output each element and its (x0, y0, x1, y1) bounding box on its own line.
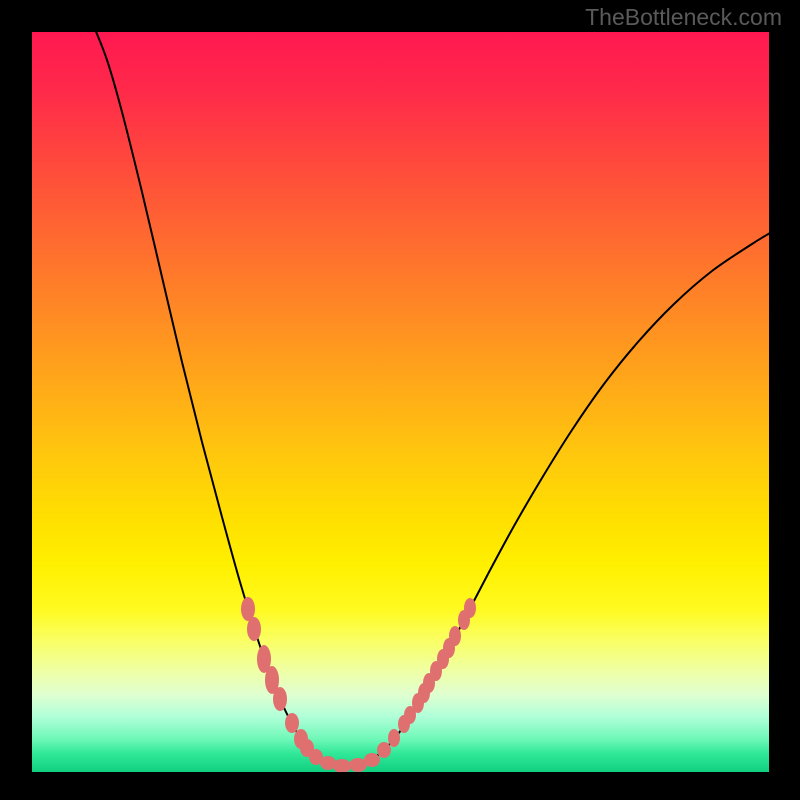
bottleneck-curve (92, 32, 769, 767)
data-marker (364, 753, 380, 767)
data-marker (377, 742, 391, 758)
marker-group (241, 597, 476, 772)
data-marker (247, 617, 261, 641)
chart-curve-layer (32, 32, 769, 772)
chart-plot-area (32, 32, 769, 772)
data-marker (449, 626, 461, 646)
data-marker (464, 598, 476, 618)
data-marker (333, 759, 351, 772)
data-marker (285, 713, 299, 733)
watermark-text: TheBottleneck.com (585, 4, 782, 31)
data-marker (388, 729, 400, 747)
data-marker (273, 687, 287, 711)
